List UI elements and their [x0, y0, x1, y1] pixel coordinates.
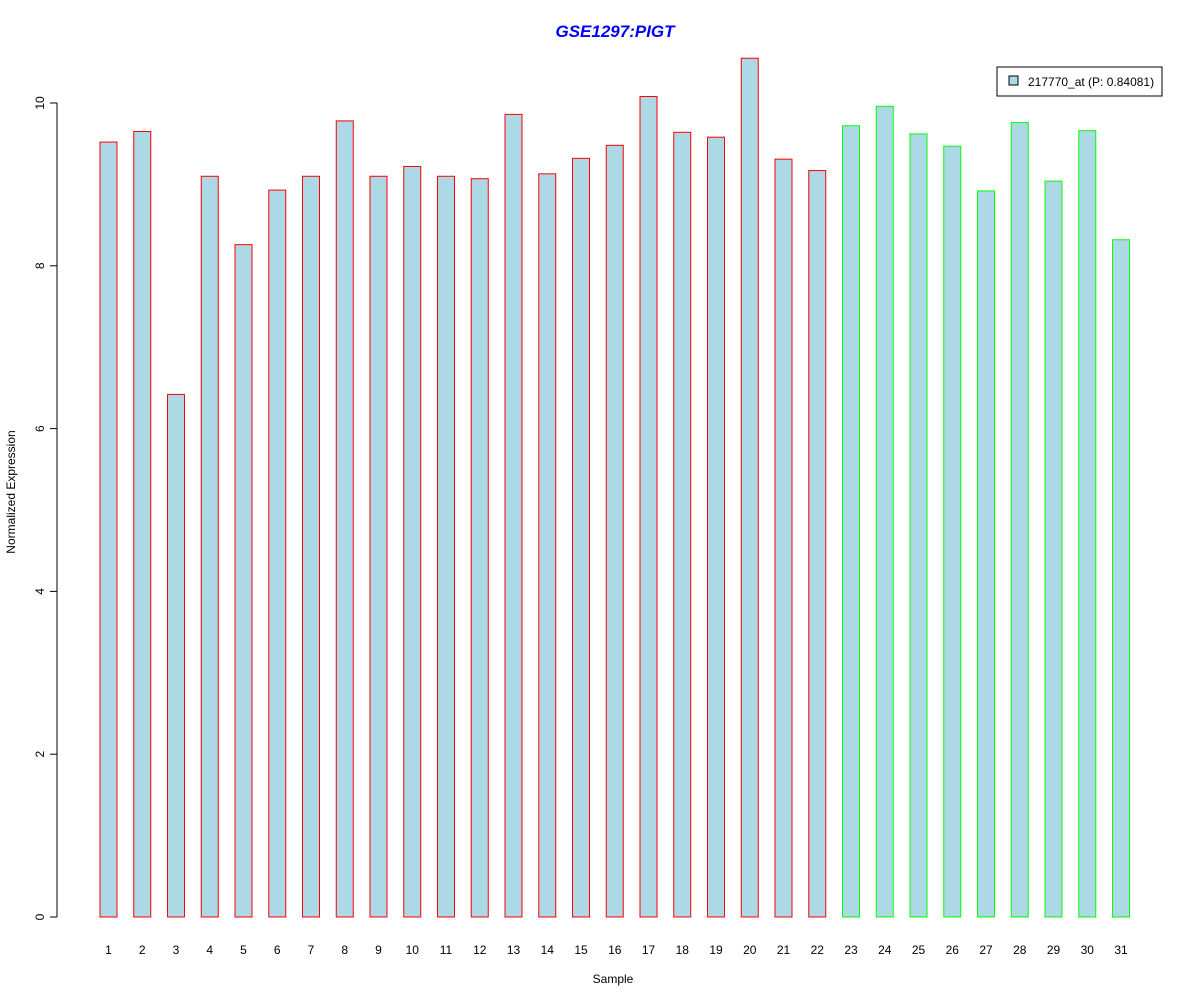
bars-group — [99, 57, 1130, 918]
x-tick-label: 11 — [440, 943, 453, 957]
bar-sample-30 — [1078, 130, 1097, 918]
y-tick-label: 2 — [33, 751, 47, 758]
y-axis: 0 2 4 6 8 10 — [33, 96, 58, 920]
x-axis-label: Sample — [593, 972, 634, 986]
x-tick-label: 30 — [1081, 943, 1095, 957]
x-tick-label: 26 — [946, 943, 960, 957]
y-tick-label: 10 — [33, 96, 47, 110]
bar-sample-11 — [437, 175, 455, 918]
bar-sample-14 — [538, 173, 557, 918]
bar-sample-25 — [909, 133, 928, 918]
x-tick-label: 5 — [240, 943, 247, 957]
x-tick-label: 6 — [274, 943, 281, 957]
bar-sample-20 — [740, 57, 759, 918]
bar-sample-6 — [268, 189, 287, 918]
x-tick-label: 24 — [878, 943, 892, 957]
y-tick-label: 0 — [33, 913, 47, 920]
x-tick-label: 31 — [1114, 943, 1128, 957]
y-tick-label: 4 — [33, 588, 47, 595]
bar-sample-26 — [943, 145, 962, 918]
bar-sample-29 — [1044, 180, 1063, 918]
bar-sample-13 — [504, 113, 523, 918]
bar-sample-9 — [369, 175, 388, 918]
bar-sample-15 — [572, 157, 590, 918]
x-tick-label: 16 — [608, 943, 622, 957]
x-tick-label: 29 — [1047, 943, 1061, 957]
bar-sample-17 — [639, 95, 658, 918]
x-tick-label: 28 — [1013, 943, 1027, 957]
x-tick-label: 14 — [541, 943, 555, 957]
x-tick-label: 18 — [676, 943, 690, 957]
bar-sample-16 — [605, 144, 624, 918]
x-tick-label: 17 — [642, 943, 656, 957]
bar-sample-31 — [1112, 239, 1130, 918]
legend: 217770_at (P: 0.84081) — [996, 66, 1163, 97]
bar-sample-18 — [673, 131, 692, 918]
x-tick-label: 3 — [173, 943, 180, 957]
legend-swatch — [1008, 75, 1019, 86]
legend-box — [996, 66, 1163, 97]
x-tick-label: 7 — [308, 943, 315, 957]
x-tick-label: 15 — [574, 943, 588, 957]
bar-sample-10 — [403, 165, 422, 918]
x-tick-label: 25 — [912, 943, 926, 957]
bar-sample-27 — [977, 190, 995, 918]
x-tick-label: 20 — [743, 943, 757, 957]
chart-title: GSE1297:PIGT — [555, 22, 676, 41]
bar-sample-8 — [335, 120, 354, 918]
bar-sample-19 — [707, 136, 725, 918]
x-tick-label: 4 — [206, 943, 213, 957]
bar-sample-5 — [234, 244, 253, 918]
x-tick-label: 10 — [406, 943, 420, 957]
y-tick-label: 6 — [33, 425, 47, 432]
bar-sample-3 — [167, 393, 185, 918]
bar-sample-7 — [302, 175, 320, 918]
x-tick-label: 19 — [709, 943, 723, 957]
bar-sample-2 — [133, 130, 152, 918]
bar-sample-28 — [1010, 122, 1029, 918]
x-tick-label: 23 — [844, 943, 858, 957]
bar-sample-12 — [470, 178, 489, 918]
bar-sample-23 — [842, 125, 860, 918]
x-tick-label: 9 — [375, 943, 382, 957]
x-tick-label: 1 — [105, 943, 112, 957]
legend-label: 217770_at (P: 0.84081) — [1028, 75, 1154, 89]
bar-sample-4 — [200, 175, 219, 918]
bar-sample-21 — [774, 158, 793, 918]
bar-sample-22 — [808, 170, 827, 918]
bar-sample-24 — [875, 105, 894, 918]
y-tick-label: 8 — [33, 262, 47, 269]
x-tick-label: 8 — [341, 943, 348, 957]
x-tick-label: 12 — [473, 943, 487, 957]
x-tick-label: 27 — [979, 943, 993, 957]
x-tick-label: 21 — [777, 943, 791, 957]
y-axis-label: Normalized Expression — [4, 430, 18, 553]
x-tick-labels: 1 2 3 4 5 6 7 8 9 10 11 12 13 14 15 16 17 18 19 20 21 22 23 24 2… — [105, 943, 1128, 957]
x-tick-label: 13 — [507, 943, 521, 957]
x-tick-label: 22 — [811, 943, 825, 957]
x-tick-label: 2 — [139, 943, 146, 957]
bar-sample-1 — [99, 141, 118, 918]
